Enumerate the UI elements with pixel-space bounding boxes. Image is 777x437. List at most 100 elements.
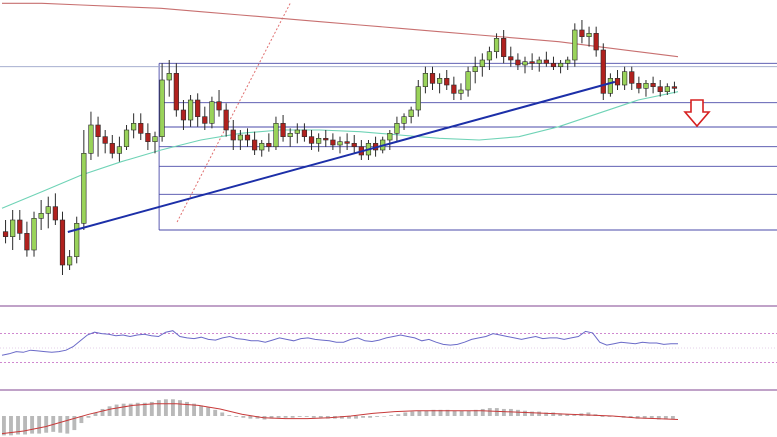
candle	[337, 136, 343, 154]
candle-body-down	[138, 123, 144, 134]
macd-histogram-bar	[656, 416, 661, 420]
candle-body-up	[45, 206, 51, 214]
candle-body-up	[209, 101, 215, 124]
macd-histogram-bar	[156, 400, 161, 416]
macd-histogram-bar	[459, 410, 464, 416]
macd-histogram-bar	[396, 414, 401, 416]
candle	[579, 20, 585, 44]
candle-body-down	[636, 83, 642, 89]
macd-histogram-bar	[9, 416, 13, 436]
macd-histogram-bar	[213, 409, 218, 416]
candle	[152, 131, 158, 154]
candle	[622, 66, 628, 90]
candle-body-up	[337, 141, 343, 146]
candle-body-up	[81, 153, 87, 224]
candle-body-up	[643, 83, 649, 89]
macd-histogram-bar	[452, 410, 457, 416]
candle	[31, 211, 37, 257]
macd-histogram-bar	[410, 411, 415, 416]
candle-body-up	[422, 73, 428, 87]
macd-histogram-bar	[114, 404, 119, 416]
candle-body-up	[116, 146, 123, 154]
candle-body-down	[230, 129, 236, 141]
candle	[308, 130, 315, 150]
macd-histogram-bar	[93, 412, 98, 416]
macd-histogram-bar	[276, 416, 281, 418]
candle-body-down	[17, 219, 23, 234]
candle	[187, 95, 194, 127]
candle	[195, 93, 201, 127]
macd-histogram-bar	[670, 416, 675, 420]
candle	[501, 30, 507, 64]
candle	[550, 56, 557, 70]
candle-body-up	[88, 124, 94, 154]
candle	[522, 56, 528, 74]
candle	[572, 23, 578, 67]
macd-histogram-bar	[79, 416, 84, 424]
candle-body-down	[266, 143, 272, 147]
macd-histogram-bar	[551, 412, 556, 416]
macd-histogram-bar	[72, 416, 77, 431]
candle	[95, 116, 101, 157]
candle-body-up	[166, 73, 172, 81]
macd-histogram-bar	[128, 403, 133, 416]
candle-body-down	[351, 143, 357, 147]
macd-histogram-bar	[424, 410, 429, 416]
candle	[344, 133, 350, 150]
candle-body-down	[2, 231, 9, 237]
candle	[600, 43, 606, 100]
candle	[301, 123, 308, 142]
candle-body-up	[237, 134, 243, 141]
candle	[223, 103, 229, 137]
candle	[67, 250, 73, 270]
candle	[180, 100, 187, 130]
candle	[586, 26, 592, 47]
macd-histogram-bar	[2, 416, 6, 436]
candle-body-down	[515, 59, 521, 66]
moving-average-line	[1, 91, 679, 209]
candle-body-down	[529, 61, 535, 64]
candle	[429, 66, 436, 90]
macd-histogram-bar	[340, 416, 344, 419]
moving-average-line	[2, 2, 679, 58]
macd-histogram-bar	[663, 416, 668, 420]
candle	[237, 130, 243, 150]
candle-body-up	[493, 38, 500, 52]
candle-body-down	[344, 141, 350, 144]
candle-body-down	[614, 78, 621, 86]
candle	[24, 221, 30, 257]
candle-body-down	[444, 78, 450, 86]
macd-histogram-bar	[368, 416, 373, 418]
macd-histogram-bar	[220, 412, 225, 416]
macd-histogram-bar	[297, 416, 302, 417]
macd-histogram-bar	[325, 416, 330, 419]
candle	[88, 111, 94, 160]
candle-body-down	[95, 124, 101, 137]
candle-body-down	[280, 123, 286, 137]
macd-histogram-bar	[347, 416, 351, 419]
candle	[38, 200, 44, 230]
candle-body-up	[387, 133, 393, 141]
candle-body-down	[657, 86, 663, 92]
candle	[287, 128, 293, 147]
bearish-arrow-icon	[683, 99, 711, 128]
candle	[636, 76, 642, 94]
candle-body-up	[565, 59, 571, 64]
macd-histogram-bar	[65, 416, 70, 434]
candle	[458, 83, 464, 100]
candle-body-up	[67, 256, 73, 266]
candle-body-up	[622, 71, 628, 86]
candle-body-down	[323, 138, 329, 141]
candle-body-up	[472, 66, 478, 72]
candle	[145, 123, 151, 150]
candle-body-down	[109, 143, 115, 154]
candle-body-down	[24, 233, 30, 251]
candle	[59, 211, 66, 275]
candle	[252, 131, 258, 155]
candle	[593, 26, 599, 57]
macd-histogram-bar	[30, 416, 35, 434]
candle-body-up	[152, 136, 158, 142]
macd-histogram-bar	[509, 408, 513, 416]
candle	[244, 128, 251, 147]
